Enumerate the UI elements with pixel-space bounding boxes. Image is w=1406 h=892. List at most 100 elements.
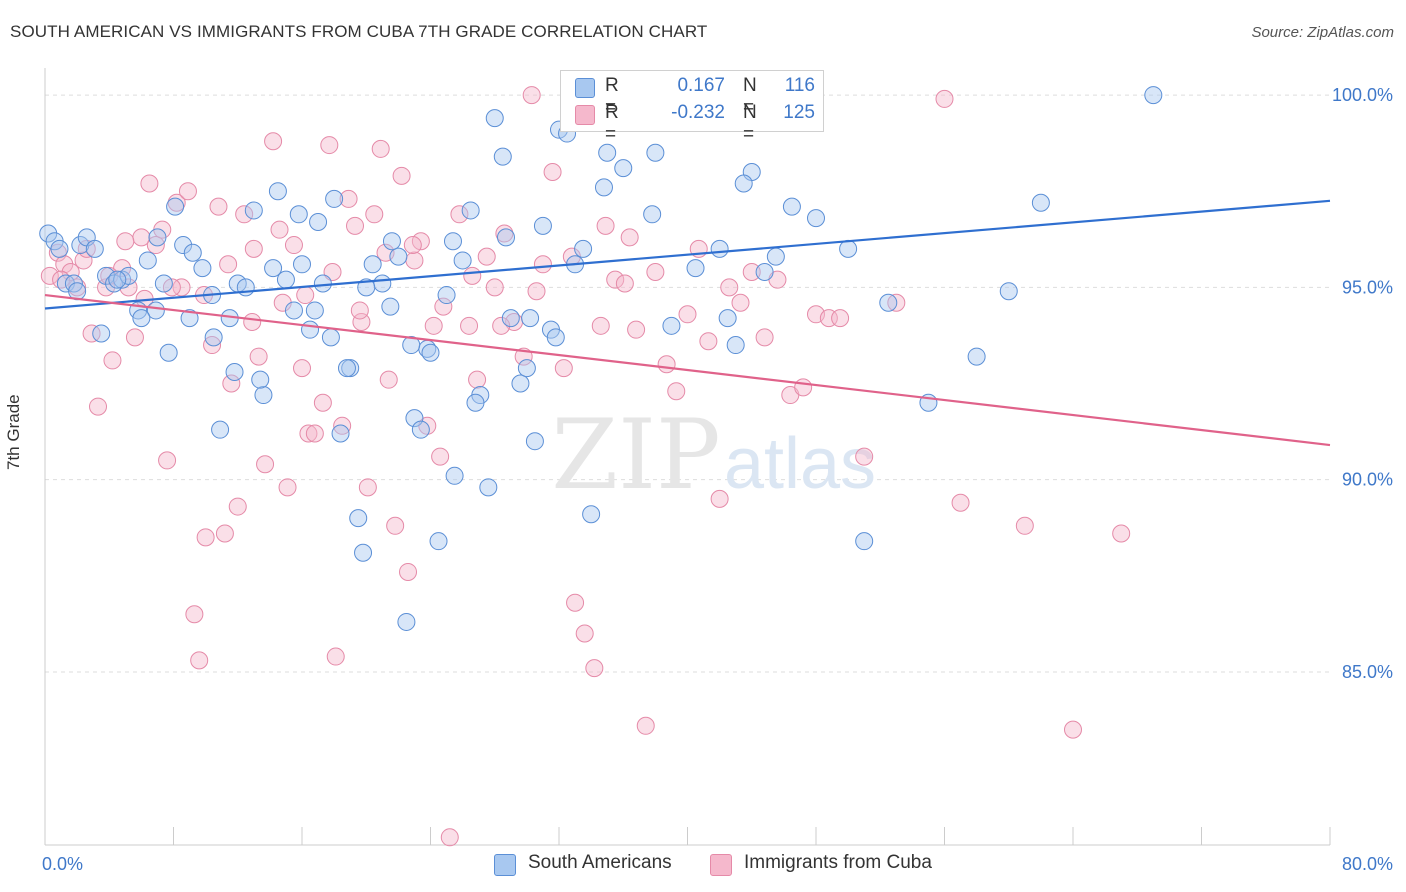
y-tick-label: 90.0% [1342, 470, 1393, 490]
data-point-cuba [333, 416, 352, 435]
data-point-cuba [431, 447, 450, 466]
data-point-south-american [726, 336, 745, 355]
data-point-south-american [85, 239, 104, 258]
data-point-cuba [596, 216, 615, 235]
data-point-south-american [411, 420, 430, 439]
data-point-south-american [321, 328, 340, 347]
data-point-south-american [397, 612, 416, 631]
data-point-south-american [501, 309, 520, 328]
legend-r-label: R = [605, 75, 619, 118]
data-point-cuba [522, 86, 541, 105]
data-point-cuba [615, 274, 634, 293]
data-point-south-american [354, 543, 373, 562]
data-point-cuba [1064, 720, 1082, 739]
data-point-south-american [511, 374, 530, 393]
data-point-south-american [594, 178, 613, 197]
data-point-south-american [967, 347, 986, 366]
data-point-cuba [440, 828, 459, 847]
data-point-south-american [445, 466, 464, 485]
chart-title: SOUTH AMERICAN VS IMMIGRANTS FROM CUBA 7… [10, 22, 708, 41]
data-point-cuba [533, 255, 552, 274]
data-point-south-american [119, 266, 138, 285]
data-point-cuba [424, 316, 443, 335]
data-point-cuba [742, 262, 761, 281]
data-point-cuba [527, 282, 546, 301]
bottom-legend-swatch-blue [494, 854, 516, 876]
data-point-south-american [39, 224, 58, 243]
data-point-south-american [466, 393, 485, 412]
data-point-cuba [346, 216, 365, 235]
bottom-legend-swatch-pink [710, 854, 732, 876]
data-point-south-american [276, 270, 295, 289]
data-point-south-american [313, 274, 332, 293]
data-point-cuba [386, 516, 405, 535]
data-point-cuba [405, 251, 424, 270]
data-point-south-american [643, 205, 662, 224]
data-point-cuba [339, 189, 358, 208]
data-point-south-american [807, 209, 825, 228]
data-point-cuba [296, 286, 315, 305]
data-point-south-american [132, 309, 151, 328]
data-point-south-american [382, 232, 401, 251]
data-point-cuba [399, 562, 418, 581]
data-point-cuba [278, 478, 297, 497]
data-point-cuba [450, 205, 469, 224]
data-point-south-american [429, 532, 448, 551]
data-point-south-american [598, 143, 617, 162]
data-point-cuba [158, 451, 177, 470]
data-point-cuba [710, 489, 729, 508]
data-point-south-american [479, 478, 498, 497]
legend-n-label: N = [743, 75, 757, 118]
data-point-south-american [204, 328, 223, 347]
data-point-south-american [301, 320, 320, 339]
data-point-cuba [463, 266, 482, 285]
data-point-cuba [485, 278, 504, 297]
data-point-cuba [222, 374, 241, 393]
data-point-south-american [211, 420, 230, 439]
data-point-cuba [543, 162, 562, 181]
data-point-cuba [379, 370, 398, 389]
data-point-south-american [138, 251, 157, 270]
data-point-cuba [667, 382, 686, 401]
data-point-cuba [284, 236, 303, 255]
data-point-cuba [657, 355, 676, 374]
data-point-south-american [533, 216, 552, 235]
data-point-cuba [270, 220, 289, 239]
data-point-south-american [174, 236, 193, 255]
data-point-cuba [468, 370, 487, 389]
data-point-south-american [443, 232, 462, 251]
trend-lines [44, 199, 1331, 447]
data-point-south-american [309, 212, 328, 231]
data-point-south-american [108, 270, 127, 289]
data-point-south-american [766, 247, 785, 266]
data-point-south-american [437, 286, 456, 305]
data-point-cuba [249, 347, 268, 366]
data-point-south-american [148, 228, 167, 247]
y-tick-label: 85.0% [1342, 662, 1393, 682]
data-point-south-american [614, 159, 633, 178]
data-point-south-american [646, 143, 665, 162]
data-point-cuba [196, 528, 215, 547]
data-point-cuba [620, 228, 639, 247]
source-label: Source: ZipAtlas.com [1251, 24, 1394, 41]
data-point-south-american [180, 309, 199, 328]
data-point-cuba [185, 605, 204, 624]
data-point-south-american [718, 309, 737, 328]
data-point-cuba [74, 251, 93, 270]
data-point-south-american [331, 424, 350, 443]
data-point-south-american [686, 259, 705, 278]
data-point-south-american [92, 324, 111, 343]
tick-labels: 85.0% 90.0% 95.0% 100.0% 0.0% 80.0% [42, 85, 1393, 874]
data-point-south-american [405, 409, 424, 428]
data-point-cuba [951, 493, 970, 512]
data-point-cuba [61, 262, 80, 281]
data-point-cuba [403, 236, 422, 255]
x-tick-label: 80.0% [1342, 854, 1393, 874]
data-point-south-american [254, 386, 273, 405]
data-point-south-american [305, 301, 324, 320]
data-point-cuba [40, 266, 59, 285]
data-point-cuba [1015, 516, 1034, 535]
data-point-cuba [228, 497, 247, 516]
data-point-cuba [831, 309, 850, 328]
correlation-legend: R = 0.167 N = 116 R = -0.232 N = 125 [560, 70, 824, 145]
